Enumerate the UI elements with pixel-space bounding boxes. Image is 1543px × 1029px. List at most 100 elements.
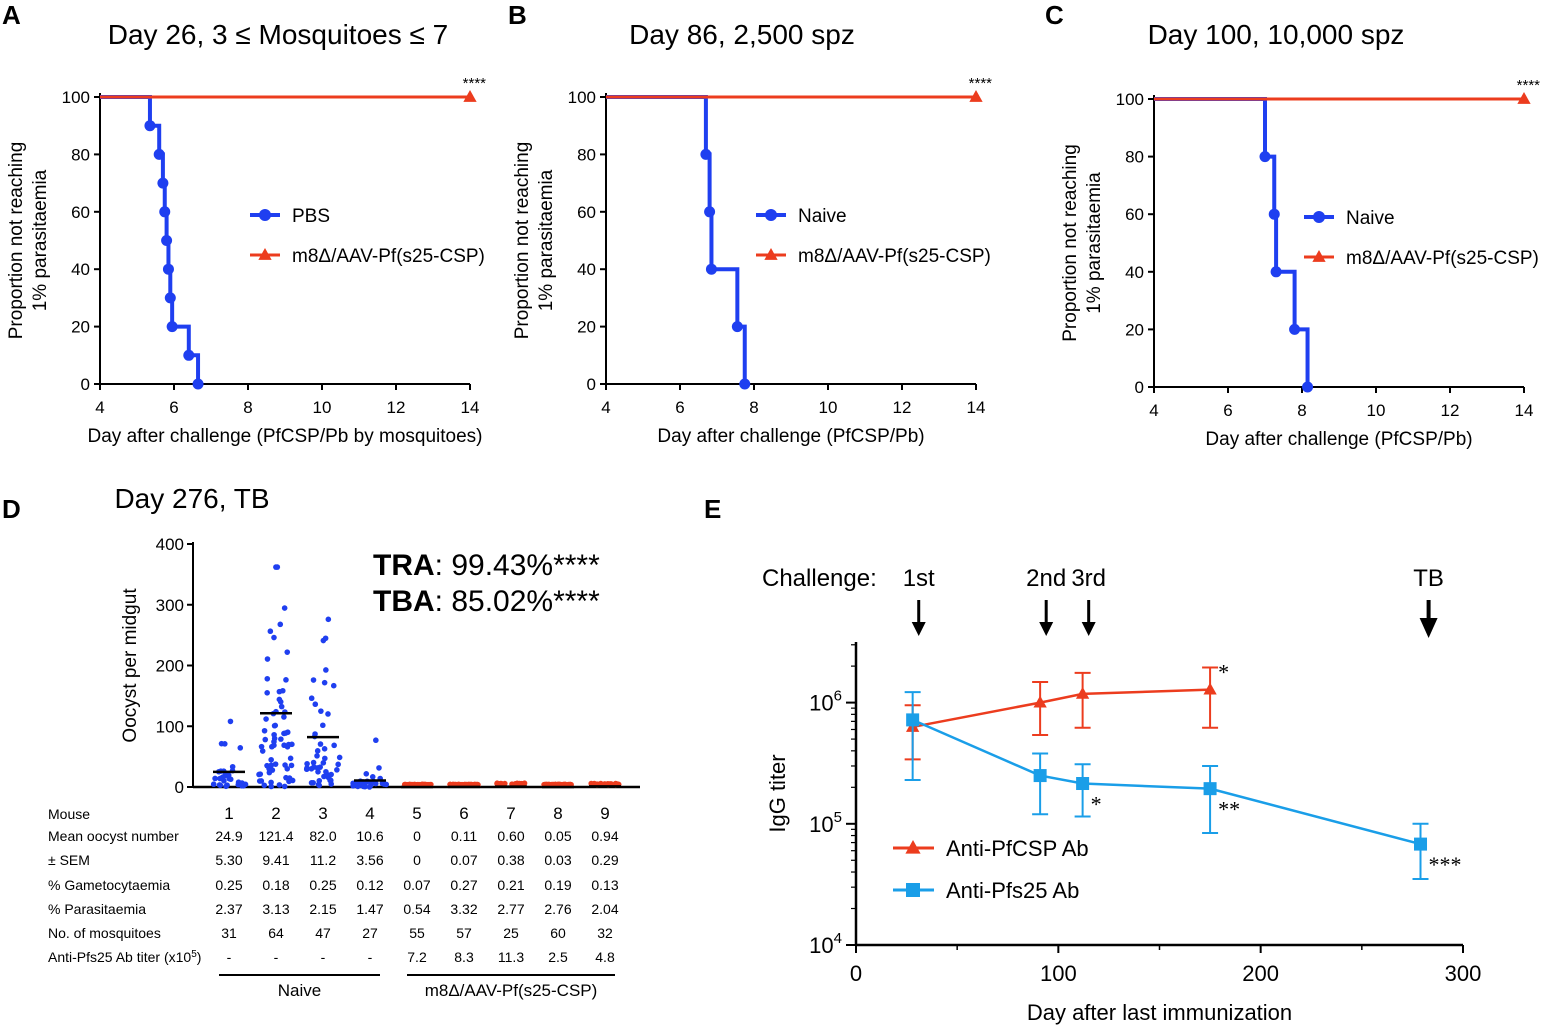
y-axis-label-line: 1% parasitaemia	[536, 169, 557, 311]
table-cell: 0.21	[497, 877, 524, 893]
table-cell: 3	[318, 804, 327, 823]
table-row-label-end: )	[197, 949, 202, 965]
panel-label: B	[508, 0, 527, 30]
y-tick-label: 60	[577, 203, 596, 222]
data-point	[323, 768, 329, 775]
challenge-name: TB	[1413, 565, 1444, 592]
data-point	[327, 777, 333, 784]
challenge-label: Challenge:	[762, 565, 877, 592]
table-cell: 47	[315, 925, 331, 941]
y-tick-label: 40	[577, 260, 596, 279]
km-point	[739, 378, 751, 390]
table-cell: 82.0	[309, 828, 336, 844]
challenge-arrow-head	[1039, 622, 1054, 636]
data-point	[304, 765, 310, 771]
data-point	[263, 716, 269, 722]
km-point	[1302, 381, 1314, 393]
data-point	[271, 634, 277, 641]
table-cell: 64	[268, 925, 284, 941]
table-cell: 3.13	[262, 901, 289, 917]
table-cell: 2.15	[309, 901, 336, 917]
data-point	[256, 771, 262, 778]
y-tick-exp: 6	[834, 688, 842, 705]
legend-marker	[259, 209, 271, 221]
data-point	[267, 628, 274, 635]
significance-label: *	[1091, 792, 1102, 817]
stat-label: TRA	[373, 549, 435, 582]
y-tick-label: 106	[809, 688, 842, 716]
x-axis-label: Day after challenge (PfCSP/Pb)	[1205, 429, 1472, 450]
y-tick-label: 400	[156, 535, 184, 554]
y-axis-label-line: Proportion not reaching	[512, 142, 533, 340]
y-tick-label: 100	[568, 88, 596, 107]
table-cell: -	[274, 949, 279, 965]
table-cell: 0.54	[403, 901, 430, 917]
table-row-label: Mean oocyst number	[48, 828, 179, 844]
table-cell: 7.2	[407, 949, 427, 965]
km-point	[153, 148, 165, 160]
panel-a-km-chart: A Day 26, 3 ≤ Mosquitoes ≤ 7 4 6 8 10 12 14 0 20 4…	[2, 0, 486, 447]
series-line	[912, 718, 1421, 846]
chart-title: Day 276, TB	[114, 483, 269, 514]
data-point	[279, 687, 286, 694]
stat-label: TBA	[373, 585, 435, 618]
chart-title: Day 26, 3 ≤ Mosquitoes ≤ 7	[108, 19, 448, 50]
x-tick-label: 8	[243, 398, 252, 417]
y-tick-label: 40	[1125, 263, 1144, 282]
legend-label: Anti-PfCSP Ab	[946, 836, 1089, 861]
km-point	[166, 321, 178, 333]
legend-marker	[764, 248, 778, 260]
data-point	[334, 767, 340, 773]
y-tick-label: 60	[1125, 205, 1144, 224]
data-point	[223, 783, 229, 790]
table-row-label: Anti-Pfs25 Ab titer (x105)	[48, 949, 201, 965]
group-label: m8Δ/AAV-Pf(s25-CSP)	[425, 981, 598, 1000]
table-cell: 1	[224, 804, 233, 823]
significance-label: ****	[1517, 77, 1541, 94]
x-axis-label: Day after challenge (PfCSP/Pb by mosquit…	[88, 426, 483, 447]
data-point	[312, 731, 318, 737]
km-point	[164, 292, 176, 304]
x-tick-label: 12	[1441, 401, 1460, 420]
data-point	[360, 783, 367, 790]
y-tick-exp: 5	[834, 809, 842, 826]
x-tick-label: 14	[1515, 401, 1534, 420]
table-row-sup: 5	[191, 949, 197, 960]
data-point	[272, 722, 279, 729]
table-cell: 0.07	[403, 877, 430, 893]
table-cell: 3.56	[356, 852, 383, 868]
data-point	[259, 748, 266, 754]
x-tick-label: 8	[1297, 401, 1306, 420]
legend-label: m8Δ/AAV-Pf(s25-CSP)	[292, 246, 485, 267]
series-line	[912, 688, 1211, 729]
data-point	[612, 780, 619, 787]
y-tick-label: 200	[156, 657, 184, 676]
table-cell: 57	[456, 925, 472, 941]
table-cell: -	[368, 949, 373, 965]
table-cell: 32	[597, 925, 613, 941]
x-tick-label: 14	[461, 398, 480, 417]
challenge-name: 3rd	[1071, 565, 1106, 592]
data-point	[372, 780, 379, 787]
legend-label: m8Δ/AAV-Pf(s25-CSP)	[798, 246, 991, 267]
x-tick-label: 12	[893, 398, 912, 417]
data-point	[330, 682, 337, 689]
panel-c-km-chart: C Day 100, 10,000 spz 4 6 8 10 12 14 0 20 40 60 80 10…	[1045, 0, 1540, 450]
km-end-marker	[969, 90, 983, 102]
legend-label: Naive	[1346, 208, 1395, 229]
y-axis-label: Proportion not reaching 1% parasitaemia	[512, 142, 557, 340]
table-cell: 9	[600, 804, 609, 823]
significance-label: **	[1218, 797, 1240, 822]
y-axis-label: Proportion not reaching 1% parasitaemia	[1060, 144, 1105, 342]
stat-text: TRA: 99.43%****	[373, 549, 600, 582]
data-point	[318, 708, 324, 714]
data-point	[271, 735, 278, 742]
legend-marker	[906, 883, 920, 897]
legend-marker	[905, 840, 921, 854]
data-point	[284, 766, 291, 772]
data-point	[268, 779, 274, 786]
chart-title: Day 100, 10,000 spz	[1148, 19, 1405, 50]
legend-marker	[258, 248, 272, 260]
x-tick-label: 8	[749, 398, 758, 417]
